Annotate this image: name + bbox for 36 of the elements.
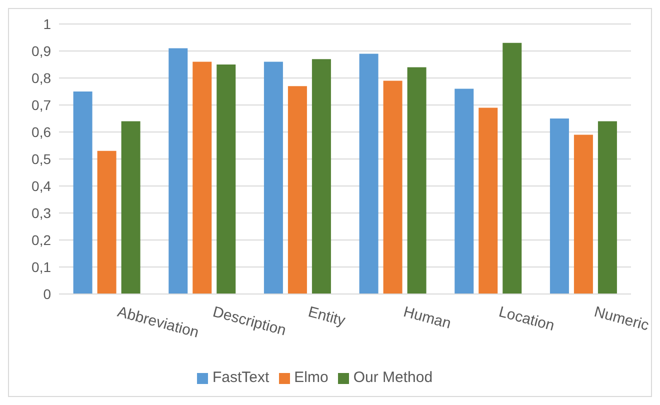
y-tick-label: 0,8 xyxy=(32,70,52,86)
bar xyxy=(312,59,331,294)
y-tick-label: 0,5 xyxy=(32,150,52,167)
y-tick-label: 1 xyxy=(43,16,52,32)
bar xyxy=(598,121,617,294)
bar xyxy=(264,62,283,294)
x-tick-label: Location xyxy=(496,303,556,335)
bar xyxy=(168,48,188,294)
bar xyxy=(383,80,402,294)
y-tick-label: 0,6 xyxy=(32,124,52,140)
bar xyxy=(407,67,426,294)
bar xyxy=(550,118,569,294)
bar xyxy=(502,42,522,294)
bar xyxy=(288,86,307,294)
bar xyxy=(216,64,236,294)
bar xyxy=(478,108,498,294)
legend-label: Elmo xyxy=(294,369,328,386)
bar xyxy=(359,54,378,294)
y-tick-label: 0,4 xyxy=(32,178,52,194)
bar xyxy=(192,62,212,294)
y-tick-label: 0,2 xyxy=(32,232,52,248)
y-tick-label: 0,1 xyxy=(32,258,52,275)
legend-label: FastText xyxy=(212,369,270,386)
x-tick-label: Numeric xyxy=(592,303,652,334)
bar xyxy=(454,88,474,294)
bar xyxy=(121,121,140,294)
bar xyxy=(574,134,593,294)
legend-label: Our Method xyxy=(353,369,433,386)
y-tick-label: 0,3 xyxy=(32,204,52,221)
bar xyxy=(73,92,92,294)
y-tick-label: 0,9 xyxy=(32,42,52,59)
x-tick-label: Human xyxy=(402,303,453,332)
y-tick-label: 0 xyxy=(43,286,52,302)
x-tick-label: Entity xyxy=(306,303,348,330)
y-tick-label: 0,7 xyxy=(32,96,52,113)
bar xyxy=(97,150,116,294)
